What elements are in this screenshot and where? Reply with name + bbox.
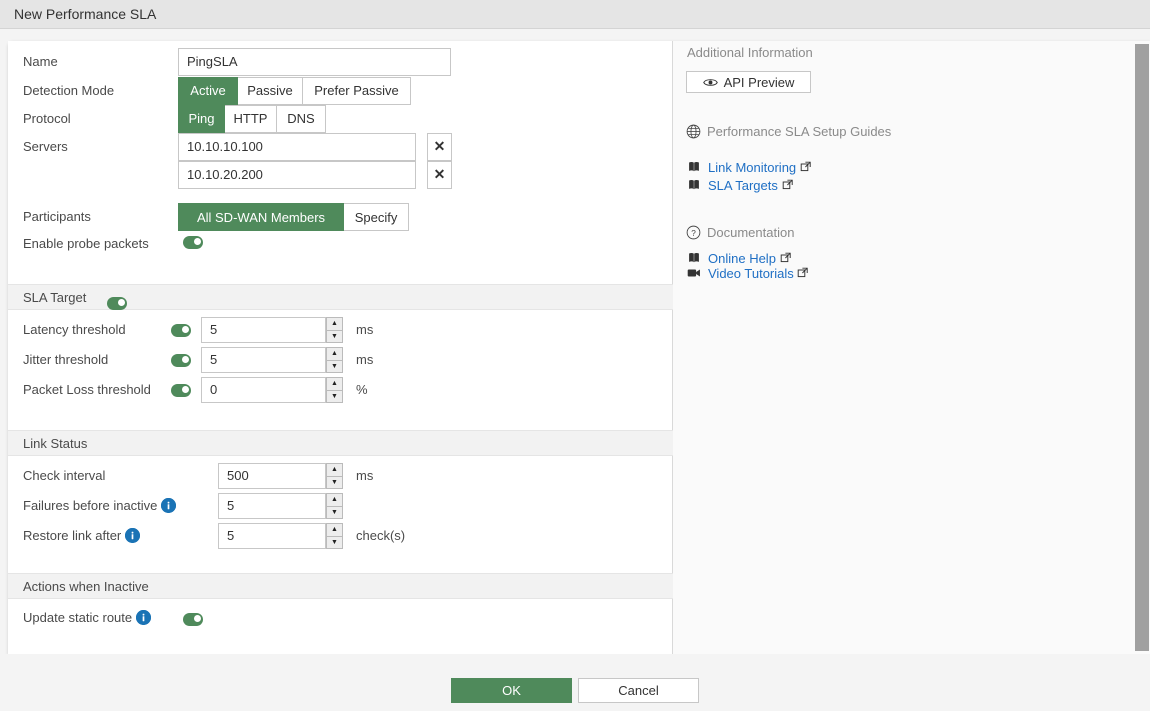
svg-text:?: ?: [691, 229, 696, 238]
